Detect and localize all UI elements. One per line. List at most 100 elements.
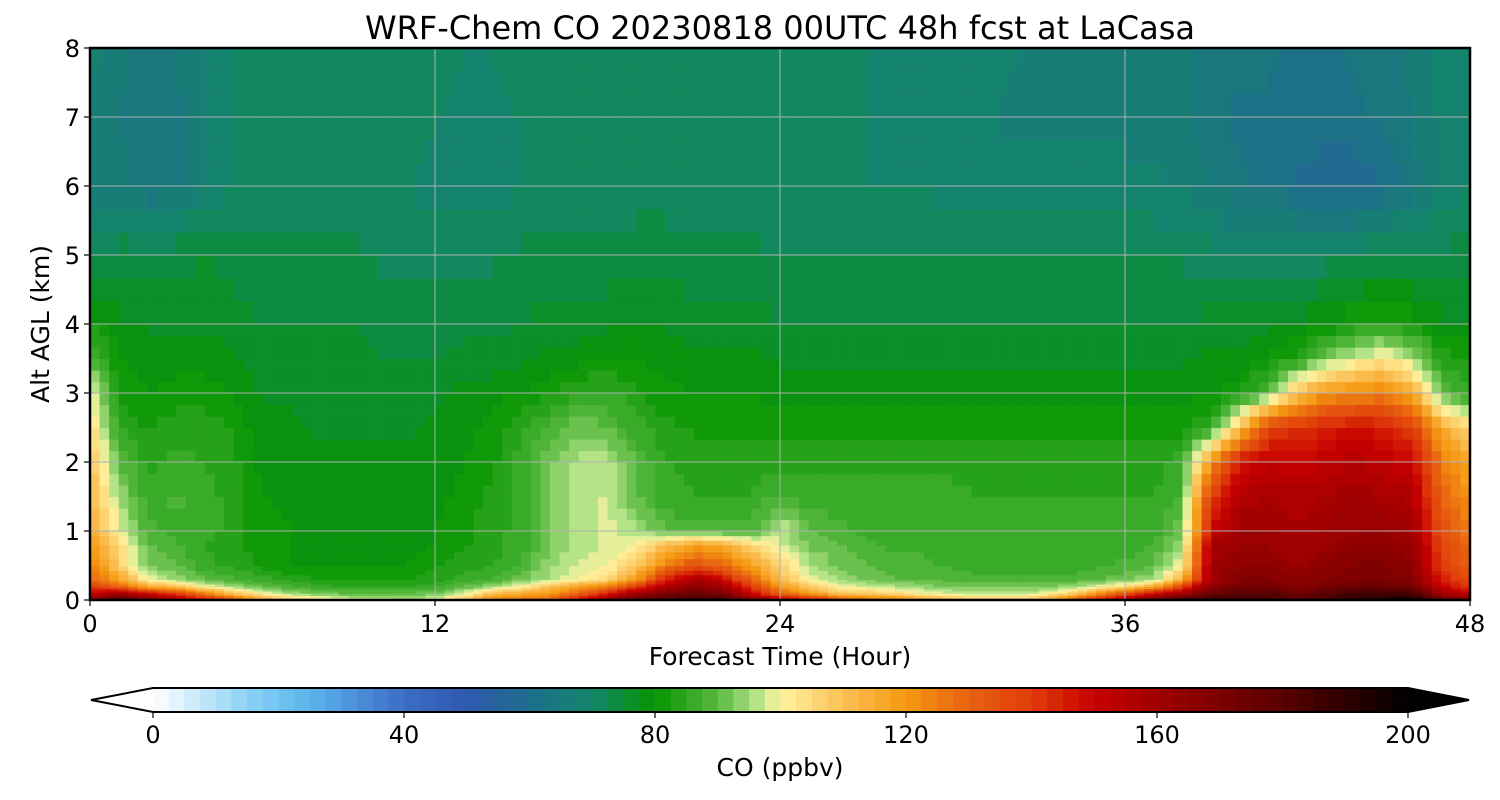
field-cell	[818, 324, 829, 337]
field-cell	[329, 324, 340, 337]
field-cell	[981, 586, 992, 590]
field-cell	[626, 519, 637, 532]
field-cell	[617, 393, 628, 406]
field-cell	[875, 473, 887, 486]
field-cell	[1220, 583, 1232, 587]
field-cell	[406, 347, 417, 360]
field-cell	[1240, 581, 1251, 585]
field-cell	[1057, 579, 1069, 583]
field-cell	[1230, 462, 1241, 475]
field-cell	[626, 485, 637, 498]
field-cell	[300, 531, 312, 537]
field-cell	[262, 565, 273, 571]
field-cell	[703, 358, 714, 371]
field-cell	[760, 324, 772, 337]
field-cell	[626, 581, 637, 585]
field-cell	[310, 590, 321, 594]
field-cell	[837, 381, 848, 394]
field-cell	[674, 565, 685, 571]
field-cell	[780, 588, 791, 592]
field-cell	[1115, 595, 1126, 599]
field-cell	[272, 551, 283, 560]
field-cell	[176, 535, 187, 541]
field-cell	[1249, 570, 1260, 576]
field-cell	[1057, 590, 1069, 594]
field-cell	[665, 404, 676, 417]
field-cell	[818, 404, 829, 417]
field-cell	[157, 531, 168, 537]
field-cell	[224, 579, 235, 583]
field-cell	[1105, 485, 1117, 498]
field-cell	[1383, 439, 1394, 452]
field-cell	[914, 519, 925, 532]
field-cell	[1096, 579, 1107, 583]
field-cell	[272, 593, 283, 596]
field-cell	[1345, 565, 1356, 571]
field-cell	[1316, 473, 1327, 486]
field-cell	[521, 586, 532, 590]
field-cell	[185, 404, 197, 417]
field-cell	[521, 570, 532, 576]
field-cell	[1144, 450, 1155, 463]
field-cell	[597, 370, 609, 383]
field-cell	[665, 519, 676, 532]
field-cell	[1115, 590, 1126, 594]
field-cell	[463, 485, 474, 498]
field-cell	[1287, 570, 1299, 576]
field-cell	[645, 558, 657, 567]
field-cell	[1086, 358, 1097, 371]
field-cell	[799, 381, 810, 394]
field-cell	[895, 590, 906, 594]
field-cell	[147, 595, 158, 599]
field-cell	[291, 508, 302, 521]
field-cell	[1364, 595, 1375, 599]
field-cell	[1163, 439, 1174, 452]
field-cell	[1460, 574, 1470, 580]
field-cell	[396, 347, 407, 360]
field-cell	[415, 544, 427, 553]
field-cell	[617, 551, 628, 560]
field-cell	[1067, 393, 1078, 406]
field-cell	[1000, 535, 1011, 541]
field-cell	[205, 393, 216, 406]
field-cell	[387, 439, 398, 452]
field-cell	[597, 590, 609, 594]
field-cell	[1144, 581, 1155, 585]
field-cell	[1192, 439, 1203, 452]
field-cell	[358, 370, 369, 383]
field-cell	[703, 595, 714, 599]
field-cell	[914, 508, 925, 521]
field-cell	[1019, 570, 1030, 576]
field-cell	[377, 565, 388, 571]
field-cell	[722, 535, 733, 541]
field-cell	[904, 370, 915, 383]
field-cell	[387, 590, 398, 594]
field-cell	[827, 535, 839, 541]
field-cell	[387, 324, 398, 337]
field-cell	[1220, 574, 1232, 580]
field-cell	[1297, 450, 1308, 463]
field-cell	[463, 519, 474, 532]
field-cell	[1163, 544, 1174, 553]
field-cell	[329, 519, 340, 532]
field-cell	[1211, 588, 1222, 592]
field-cell	[118, 595, 129, 599]
field-cell	[597, 588, 609, 592]
field-cell	[1383, 551, 1394, 560]
field-cell	[665, 427, 676, 440]
field-cell	[425, 450, 436, 463]
field-cell	[703, 588, 714, 592]
field-cell	[636, 586, 647, 590]
field-cell	[885, 595, 896, 599]
field-cell	[1077, 565, 1088, 571]
field-cell	[1412, 593, 1423, 596]
field-cell	[367, 485, 379, 498]
field-cell	[1278, 565, 1289, 571]
field-cell	[128, 485, 139, 498]
field-cell	[981, 416, 992, 429]
field-cell	[952, 558, 963, 567]
field-cell	[1441, 404, 1452, 417]
field-cell	[128, 588, 139, 592]
field-cell	[1182, 358, 1193, 371]
field-cell	[1163, 535, 1174, 541]
